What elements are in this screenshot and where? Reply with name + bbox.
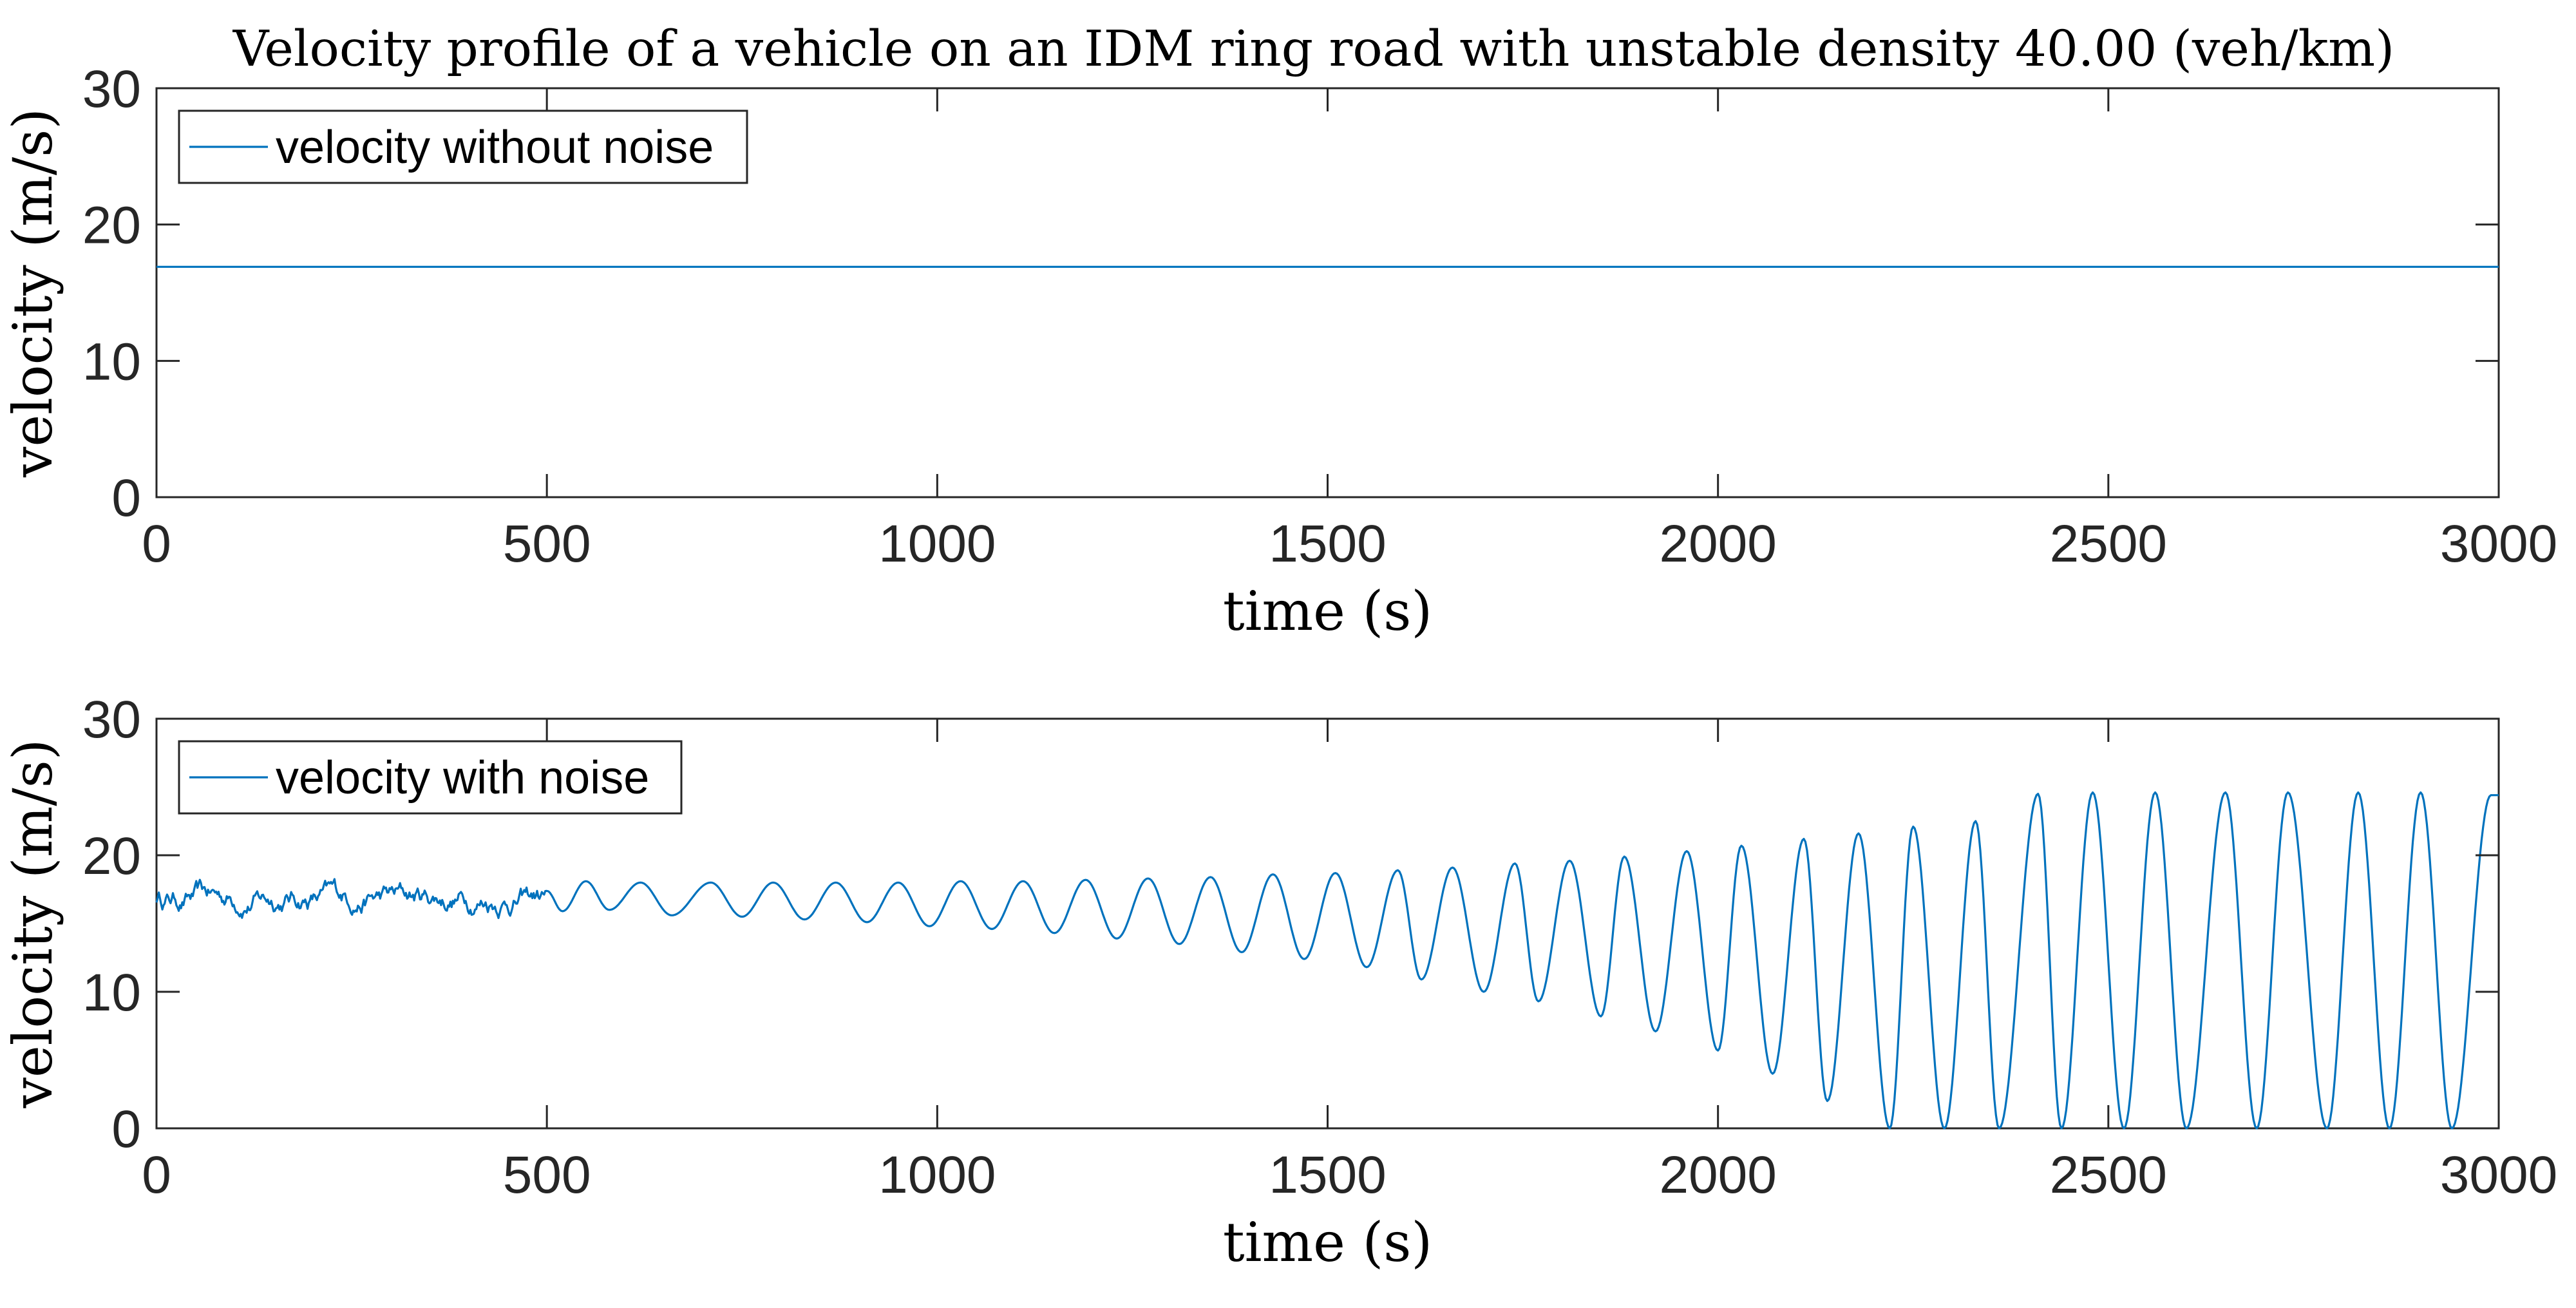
bottom-plot-panel: 0 500 1000 1500 2000 2500 3000 0 10 20 30 time (s) v…	[1, 690, 2557, 1274]
x-tick-label: 1500	[1269, 1146, 1386, 1204]
y-tick-label: 30	[82, 690, 141, 749]
series-line-with-noise	[155, 791, 2499, 1130]
x-tick-label: 0	[142, 515, 171, 573]
y-tick-label: 30	[82, 60, 141, 118]
x-tick-label: 2500	[2050, 515, 2167, 573]
x-tick-label: 3000	[2440, 515, 2557, 573]
y-tick-label: 10	[82, 963, 141, 1022]
y-axis-label: velocity (m/s)	[1, 739, 64, 1108]
legend-box	[178, 109, 748, 184]
x-axis-label: time (s)	[1223, 580, 1432, 643]
y-axis-label: velocity (m/s)	[1, 108, 64, 478]
legend-label: velocity without noise	[276, 122, 714, 173]
x-tick-label: 2000	[1659, 515, 1776, 573]
x-tick-label: 0	[142, 1146, 171, 1204]
x-tick-label: 2000	[1659, 1146, 1776, 1204]
y-tick-label: 0	[111, 1100, 141, 1159]
x-axis-label: time (s)	[1223, 1211, 1432, 1274]
x-tick-label: 1500	[1269, 515, 1386, 573]
x-tick-label: 500	[503, 1146, 591, 1204]
y-tick-label: 0	[111, 469, 141, 527]
x-tick-label: 500	[503, 515, 591, 573]
x-tick-label: 1000	[878, 515, 996, 573]
y-tick-label: 20	[82, 827, 141, 886]
x-tick-label: 1000	[878, 1146, 996, 1204]
y-tick-label: 10	[82, 332, 141, 391]
legend-label: velocity with noise	[276, 752, 649, 804]
figure-title: Velocity profile of a vehicle on an IDM …	[232, 21, 2394, 78]
x-tick-label: 2500	[2050, 1146, 2167, 1204]
x-tick-label: 3000	[2440, 1146, 2557, 1204]
y-tick-label: 20	[82, 196, 141, 255]
top-plot-panel: 0 500 1000 1500 2000 2500 3000 0 10 20 30 time (s) v…	[1, 60, 2557, 643]
